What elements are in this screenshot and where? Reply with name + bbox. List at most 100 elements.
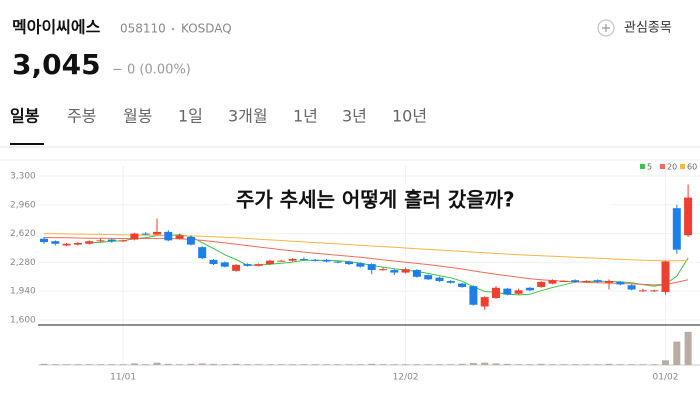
- candle-body: [299, 259, 308, 261]
- y-tick-label: 2,960: [10, 200, 36, 210]
- volume-bar: [447, 364, 455, 365]
- volume-bar: [481, 362, 489, 365]
- volume-bar: [142, 364, 150, 365]
- candle-body: [345, 261, 354, 265]
- volume-bar: [232, 363, 240, 365]
- stock-name: 멕아이씨에스: [12, 18, 101, 37]
- y-tick-label: 2,620: [10, 229, 36, 239]
- x-tick-label: 12/02: [393, 373, 419, 383]
- candle-body: [322, 259, 331, 262]
- candle-body: [469, 286, 478, 305]
- ma-line: [89, 234, 689, 296]
- candle-body: [254, 264, 263, 266]
- volume-bar: [492, 363, 500, 365]
- volume-bar: [560, 364, 568, 365]
- tab[interactable]: 10년: [392, 107, 427, 126]
- candle-body: [435, 277, 444, 282]
- volume-bar: [684, 331, 692, 365]
- volume-bar: [594, 364, 602, 365]
- volume-bar: [164, 363, 172, 365]
- volume-bar: [51, 364, 59, 365]
- volume-bar: [221, 364, 229, 365]
- candle-body: [480, 297, 489, 307]
- volume-bar: [549, 364, 556, 365]
- candle-body: [119, 240, 128, 242]
- candle-body: [107, 239, 116, 242]
- candle-body: [661, 261, 670, 293]
- candle-body: [492, 287, 500, 298]
- volume-bar: [526, 364, 534, 365]
- tab[interactable]: 1년: [293, 107, 318, 126]
- volume-bar: [628, 364, 636, 365]
- volume-bar: [63, 364, 71, 365]
- volume-bar: [255, 364, 263, 365]
- candle-body: [672, 208, 681, 250]
- volume-bar: [662, 360, 669, 365]
- ma-line: [43, 236, 689, 286]
- tab[interactable]: 3년: [342, 107, 367, 126]
- volume-bar: [503, 363, 511, 365]
- candle-body: [593, 280, 602, 282]
- volume-bar: [289, 364, 297, 365]
- volume-bar: [97, 364, 104, 365]
- chart: 1,600 1,940 2,280 2,620 2,960 3,300 11/01 12/02…: [0, 159, 700, 383]
- volume-bar: [515, 364, 523, 365]
- candle-body: [379, 269, 387, 271]
- candle-body: [220, 262, 229, 267]
- candle-body: [40, 238, 48, 243]
- candle-body: [186, 236, 195, 245]
- volume-bar: [537, 363, 545, 365]
- candle-body: [367, 264, 376, 271]
- volume-bar: [300, 364, 308, 365]
- watch-plus: [602, 24, 610, 32]
- price-change: − 0 (0.00%): [112, 63, 191, 78]
- candle-body: [684, 197, 693, 236]
- candle-body: [638, 290, 647, 292]
- watch-button[interactable]: 관심종목: [624, 21, 672, 36]
- volume-bar: [571, 364, 579, 365]
- candle-body: [390, 270, 399, 273]
- market: KOSDAQ: [181, 22, 232, 36]
- volume-bar: [210, 363, 217, 365]
- volume-bar: [85, 364, 93, 365]
- candle-body: [559, 281, 568, 283]
- candle-body: [458, 283, 467, 287]
- volume-bar: [673, 341, 681, 365]
- candle-body: [164, 231, 173, 241]
- tab[interactable]: 일봉: [10, 107, 40, 126]
- candle-body: [266, 260, 274, 265]
- price: 3,045: [12, 48, 101, 81]
- volume-bar: [198, 363, 206, 365]
- volume-bar: [650, 364, 658, 365]
- separator-dot: [171, 27, 175, 31]
- volume-bar: [187, 363, 195, 365]
- candle-body: [288, 259, 297, 261]
- candle-body: [571, 280, 580, 282]
- candle-body: [514, 290, 523, 294]
- candle-body: [51, 241, 60, 244]
- candle-body: [311, 259, 320, 261]
- volume-bar: [469, 363, 477, 365]
- tab[interactable]: 1일: [178, 107, 203, 126]
- candle-body: [446, 281, 455, 283]
- candle-body: [525, 287, 534, 291]
- volume-bar: [356, 364, 364, 365]
- volume-bar: [119, 364, 127, 365]
- y-tick-label: 1,600: [10, 316, 36, 326]
- watch-icon[interactable]: [597, 19, 615, 37]
- candle-body: [141, 233, 150, 235]
- y-tick-label: 1,940: [10, 287, 36, 297]
- tab[interactable]: 월봉: [123, 107, 152, 126]
- legend-swatch: [640, 164, 645, 169]
- candle-body: [232, 264, 241, 271]
- tab[interactable]: 주봉: [67, 107, 96, 126]
- volume-bar: [436, 364, 443, 365]
- volume-bar: [379, 364, 387, 365]
- tab-underline: [10, 143, 44, 145]
- candle-body: [85, 241, 94, 244]
- tab[interactable]: 3개월: [228, 107, 268, 126]
- volume-bar: [616, 364, 624, 365]
- volume-bar: [176, 364, 184, 365]
- candle-body: [548, 280, 557, 284]
